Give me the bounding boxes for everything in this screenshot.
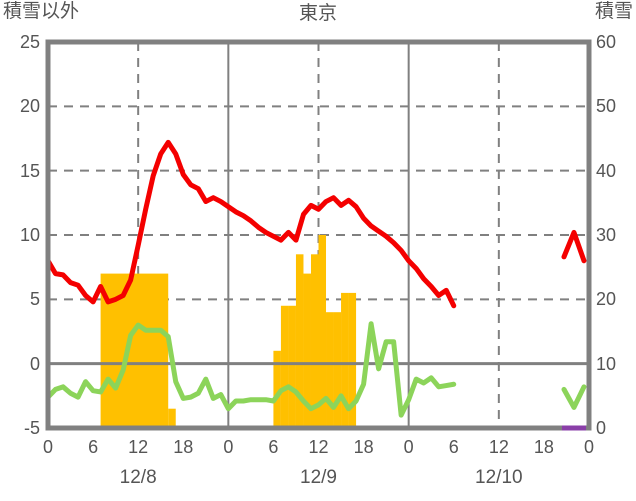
precipitation-bar (333, 312, 342, 428)
wind-line (45, 321, 457, 418)
x-axis-tick: 6 (448, 437, 459, 457)
x-axis-day-label: 12/8 (119, 467, 157, 488)
y-axis-left-tick: 10 (19, 225, 40, 245)
y-axis-right-tick: 10 (596, 353, 617, 374)
y-axis-right-tick: 60 (596, 32, 617, 52)
chart-legend (561, 229, 587, 431)
x-axis-tick: 0 (42, 437, 53, 457)
x-axis-tick: 12 (488, 437, 509, 457)
x-axis-tick: 0 (223, 437, 234, 457)
y-axis-right-tick: 20 (596, 289, 617, 310)
x-axis-tick: 6 (88, 437, 99, 457)
right-axis-title: 積雪 (594, 1, 633, 22)
precipitation-bar (326, 312, 334, 428)
precipitation-bar (341, 292, 349, 428)
x-axis-tick: 18 (533, 437, 554, 457)
y-axis-left-tick: 25 (19, 32, 40, 52)
wind-legend-icon (561, 384, 587, 410)
x-axis-day-label: 12/10 (475, 467, 523, 488)
precipitation-bar (295, 254, 304, 428)
y-axis-left-tick: 20 (19, 96, 40, 117)
y-axis-right-tick: 40 (596, 160, 617, 181)
x-axis-tick: 0 (583, 437, 594, 457)
y-axis-left-tick: 5 (29, 289, 40, 310)
left-axis-title: 積雪以外 (3, 1, 80, 22)
y-axis-left-tick: -5 (23, 418, 40, 438)
x-axis-tick: 0 (403, 437, 414, 457)
precipitation-bar (348, 292, 357, 428)
precipitation-bar (318, 235, 327, 428)
precipitation-bar (280, 305, 289, 428)
precipitation-bar (273, 350, 281, 428)
precipitation-bar (168, 408, 176, 428)
x-axis-tick: 18 (173, 437, 194, 457)
precipitation-bar (288, 305, 296, 428)
y-axis-right-tick: 50 (596, 96, 617, 117)
x-axis-day-label: 12/9 (300, 467, 337, 488)
temperature-legend-icon (561, 229, 587, 264)
precipitation-bar (310, 254, 319, 428)
y-axis-right-tick: 30 (596, 225, 617, 245)
precipitation-bar (303, 273, 311, 428)
precipitation-bar (100, 273, 169, 428)
chart-title: 東京 (298, 3, 337, 24)
x-axis-tick: 18 (353, 437, 374, 457)
precipitation-bars (100, 235, 357, 428)
plot-border (45, 39, 592, 431)
x-axis-tick: 6 (268, 437, 279, 457)
y-axis-left-tick: 15 (19, 160, 40, 181)
plot-frame (45, 39, 592, 431)
y-axis-left-tick: 0 (29, 353, 40, 374)
temperature-line (45, 139, 457, 309)
x-axis-tick: 12 (308, 437, 329, 457)
x-axis-tick: 12 (128, 437, 149, 457)
y-axis-right-tick: 0 (596, 418, 607, 438)
